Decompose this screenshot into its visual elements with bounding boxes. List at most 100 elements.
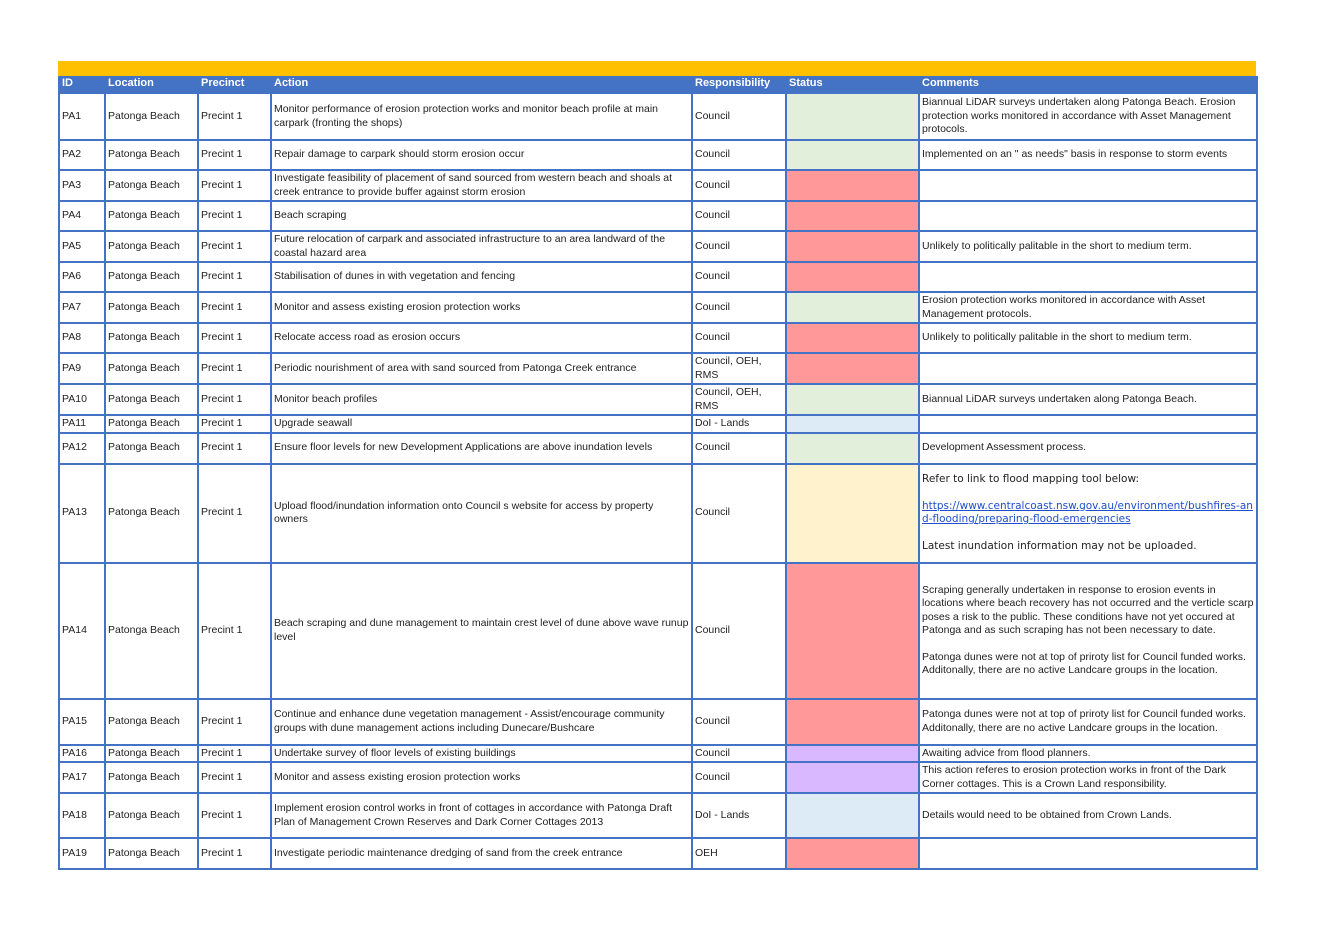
cell-action: Monitor beach profiles xyxy=(270,383,693,416)
cell-location: Patonga Beach xyxy=(104,322,199,354)
cell-precinct: Precint 1 xyxy=(197,352,272,385)
cell-status-swatch xyxy=(785,383,920,416)
cell-status-swatch xyxy=(785,792,920,839)
cell-comments: Awaiting advice from flood planners. xyxy=(918,743,1258,763)
cell-location: Patonga Beach xyxy=(104,169,199,202)
cell-comments: Scraping generally undertaken in respons… xyxy=(918,561,1258,700)
cell-action: Investigate feasibility of placement of … xyxy=(270,169,693,202)
cell-precinct: Precint 1 xyxy=(197,561,272,700)
comment-text: Erosion protection works monitored in ac… xyxy=(922,294,1206,320)
cell-comments: Unlikely to politically palitable in the… xyxy=(918,322,1258,354)
cell-action: Implement erosion control works in front… xyxy=(270,792,693,839)
cell-location: Patonga Beach xyxy=(104,743,199,763)
cell-id: PA7 xyxy=(58,291,106,324)
cell-status-swatch xyxy=(785,697,920,746)
cell-id: PA13 xyxy=(58,462,106,564)
comment-text: Biannual LiDAR surveys undertaken along … xyxy=(922,96,1236,136)
cell-precinct: Precint 1 xyxy=(197,761,272,794)
header-comments: Comments xyxy=(918,76,1258,94)
cell-id: PA4 xyxy=(58,200,106,232)
cell-precinct: Precint 1 xyxy=(197,792,272,839)
cell-precinct: Precint 1 xyxy=(197,200,272,232)
table-row: PA2 Patonga Beach Precint 1 Repair damage t… xyxy=(58,139,1258,171)
cell-location: Patonga Beach xyxy=(104,431,199,465)
cell-precinct: Precint 1 xyxy=(197,743,272,763)
cell-responsibility: Council, OEH, RMS xyxy=(691,352,787,385)
action-table: ID Location Precinct Action Responsibili… xyxy=(58,76,1258,870)
comment-outro: Latest inundation information may not be… xyxy=(922,539,1197,552)
cell-location: Patonga Beach xyxy=(104,792,199,839)
table-row: PA15 Patonga Beach Precint 1 Continue and e… xyxy=(58,697,1258,746)
comment-text: Unlikely to politically palitable in the… xyxy=(922,239,1192,252)
cell-action: Monitor performance of erosion protectio… xyxy=(270,92,693,141)
cell-action: Monitor and assess existing erosion prot… xyxy=(270,761,693,794)
cell-id: PA9 xyxy=(58,352,106,385)
cell-id: PA1 xyxy=(58,92,106,141)
header-row: ID Location Precinct Action Responsibili… xyxy=(58,76,1258,94)
cell-status-swatch xyxy=(785,431,920,465)
cell-comments: Development Assessment process. xyxy=(918,431,1258,465)
cell-id: PA2 xyxy=(58,139,106,171)
header-id: ID xyxy=(58,76,106,94)
cell-id: PA16 xyxy=(58,743,106,763)
cell-status-swatch xyxy=(785,291,920,324)
header-location: Location xyxy=(104,76,199,94)
cell-comments: This action referes to erosion protectio… xyxy=(918,761,1258,794)
cell-precinct: Precint 1 xyxy=(197,462,272,564)
cell-responsibility: OEH xyxy=(691,837,787,870)
cell-status-swatch xyxy=(785,261,920,293)
cell-responsibility: DoI - Lands xyxy=(691,414,787,434)
comment-text: Development Assessment process. xyxy=(922,441,1086,454)
cell-precinct: Precint 1 xyxy=(197,837,272,870)
cell-action: Monitor and assess existing erosion prot… xyxy=(270,291,693,324)
flood-mapping-link[interactable]: https://www.centralcoast.nsw.gov.au/envi… xyxy=(922,499,1253,526)
cell-comments: Details would need to be obtained from C… xyxy=(918,792,1258,839)
comment-text: Scraping generally undertaken in respons… xyxy=(922,583,1254,637)
table-row: PA1 Patonga Beach Precint 1 Monitor perform… xyxy=(58,92,1258,141)
table-row: PA10 Patonga Beach Precint 1 Monitor beach … xyxy=(58,383,1258,416)
cell-location: Patonga Beach xyxy=(104,92,199,141)
table-row: PA16 Patonga Beach Precint 1 Undertake surv… xyxy=(58,743,1258,763)
cell-comments: Implemented on an " as needs" basis in r… xyxy=(918,139,1258,171)
cell-status-swatch xyxy=(785,230,920,263)
cell-location: Patonga Beach xyxy=(104,139,199,171)
cell-precinct: Precint 1 xyxy=(197,322,272,354)
table-row: PA9 Patonga Beach Precint 1 Periodic nouris… xyxy=(58,352,1258,385)
cell-comments: Erosion protection works monitored in ac… xyxy=(918,291,1258,324)
cell-action: Ensure floor levels for new Development … xyxy=(270,431,693,465)
comment-intro: Refer to link to flood mapping tool belo… xyxy=(922,473,1140,485)
cell-responsibility: Council xyxy=(691,139,787,171)
cell-precinct: Precint 1 xyxy=(197,261,272,293)
cell-id: PA6 xyxy=(58,261,106,293)
header-status: Status xyxy=(785,76,920,94)
table-row: PA12 Patonga Beach Precint 1 Ensure floor l… xyxy=(58,431,1258,465)
cell-precinct: Precint 1 xyxy=(197,414,272,434)
table-row: PA6 Patonga Beach Precint 1 Stabilisation o… xyxy=(58,261,1258,293)
cell-responsibility: Council xyxy=(691,230,787,263)
comment-text: Unlikely to politically palitable in the… xyxy=(922,331,1192,344)
cell-comments: Biannual LiDAR surveys undertaken along … xyxy=(918,383,1258,416)
header-precinct: Precinct xyxy=(197,76,272,94)
cell-status-swatch xyxy=(785,200,920,232)
cell-action: Upload flood/inundation information onto… xyxy=(270,462,693,564)
cell-status-swatch xyxy=(785,761,920,794)
table-row: PA5 Patonga Beach Precint 1 Future relocati… xyxy=(58,230,1258,263)
cell-responsibility: Council xyxy=(691,92,787,141)
comment-text: Awaiting advice from flood planners. xyxy=(922,746,1091,759)
cell-id: PA12 xyxy=(58,431,106,465)
cell-status-swatch xyxy=(785,743,920,763)
cell-action: Future relocation of carpark and associa… xyxy=(270,230,693,263)
cell-precinct: Precint 1 xyxy=(197,431,272,465)
cell-location: Patonga Beach xyxy=(104,230,199,263)
cell-responsibility: Council xyxy=(691,743,787,763)
comment-text: Biannual LiDAR surveys undertaken along … xyxy=(922,392,1197,405)
cell-id: PA10 xyxy=(58,383,106,416)
table-row: PA11 Patonga Beach Precint 1 Upgrade seawal… xyxy=(58,414,1258,434)
cell-id: PA17 xyxy=(58,761,106,794)
header-responsibility: Responsibility xyxy=(691,76,787,94)
cell-comments xyxy=(918,352,1258,385)
cell-precinct: Precint 1 xyxy=(197,383,272,416)
cell-comments xyxy=(918,169,1258,202)
cell-comments xyxy=(918,837,1258,870)
cell-responsibility: Council xyxy=(691,200,787,232)
